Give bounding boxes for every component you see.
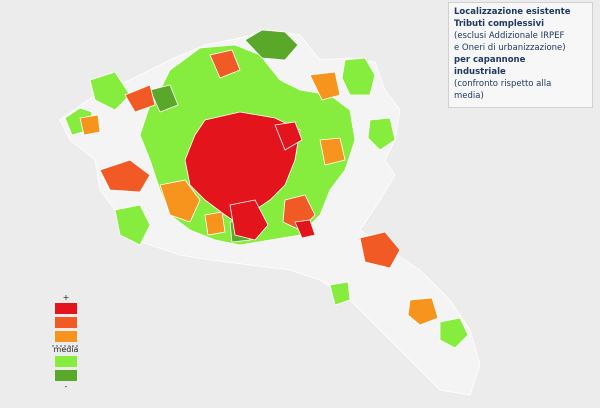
title-line: (confronto rispetto alla <box>454 79 552 89</box>
green-area <box>149 84 179 113</box>
orange-area <box>309 71 341 101</box>
legend-bottom-label: - <box>65 382 68 391</box>
legend-swatch <box>55 356 77 367</box>
title-line: (esclusi Addizionale IRPEF <box>454 31 565 41</box>
legend-swatch <box>55 370 77 381</box>
title-line: media) <box>454 91 484 101</box>
legend-swatch <box>55 303 77 314</box>
title-box: Localizzazione esistente Tributi comples… <box>448 2 593 108</box>
red-area <box>274 121 303 151</box>
legend-top-label: + <box>63 293 70 302</box>
title-line: industriale <box>454 67 506 77</box>
green-area <box>114 204 151 246</box>
green-area <box>89 71 131 111</box>
orange-red-area <box>99 159 151 193</box>
green-area <box>341 57 376 96</box>
green-area <box>329 281 351 306</box>
title-line: Localizzazione esistente <box>454 7 571 17</box>
orange-area <box>79 114 101 136</box>
orange-red-area <box>124 84 156 113</box>
title-line: e Oneri di urbanizzazione) <box>454 43 566 53</box>
green-area <box>244 29 299 61</box>
legend-swatch <box>55 317 77 328</box>
orange-area <box>319 137 346 166</box>
orange-area <box>159 179 201 223</box>
title-line: per capannone <box>454 55 526 65</box>
colored-municipalities <box>64 29 469 349</box>
legend: + media - <box>52 293 80 391</box>
title-line: Tributi complessivi <box>454 19 545 29</box>
orange-area <box>204 211 226 236</box>
legend-middle-label: media <box>54 345 79 354</box>
legend-swatch <box>55 331 77 342</box>
orange-area <box>407 297 439 326</box>
red-area <box>229 199 269 241</box>
orange-red-area <box>209 49 241 79</box>
orange-red-area <box>359 231 401 269</box>
green-area <box>367 117 396 151</box>
green-area <box>439 317 469 349</box>
red-area <box>294 219 316 239</box>
